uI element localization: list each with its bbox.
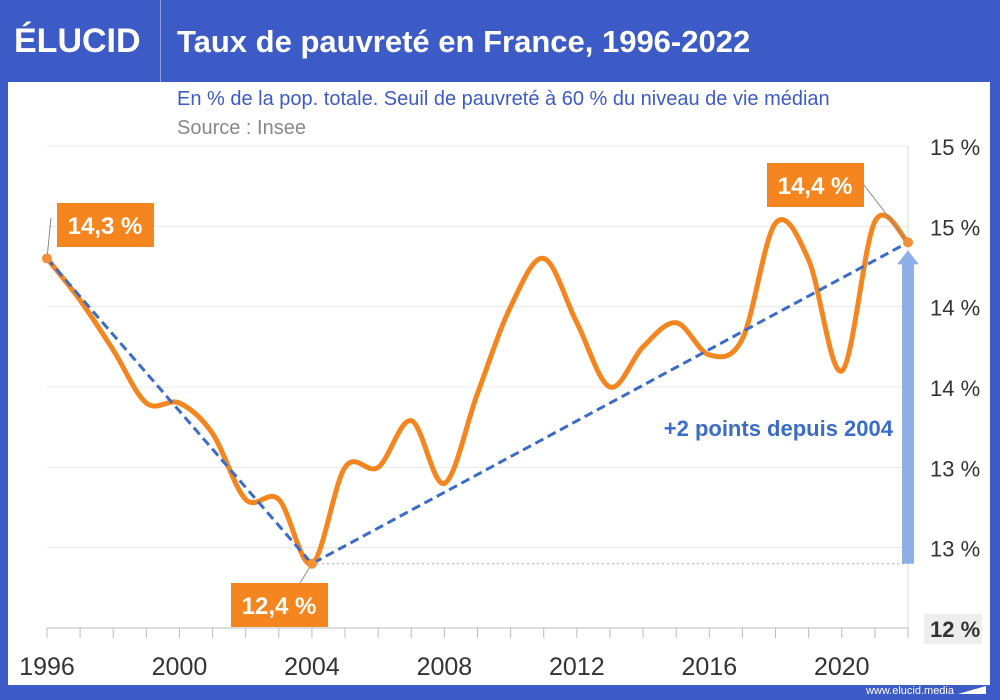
ytick-label: 15 % [930, 135, 980, 160]
footer-logo-icon [958, 686, 986, 694]
annotation-leader [46, 217, 52, 259]
data-point [42, 253, 52, 264]
xtick-label: 2020 [814, 653, 870, 681]
ytick-label-bg [924, 614, 982, 644]
annotation-label: 14,3 % [68, 213, 143, 240]
ytick-label: 14 % [930, 296, 980, 321]
xtick-label: 1996 [19, 653, 75, 681]
chart-title: Taux de pauvreté en France, 1996-2022 [177, 24, 751, 59]
ytick-label: 14 % [930, 376, 980, 401]
annotation-box [57, 203, 154, 247]
xtick-label: 2000 [152, 653, 208, 681]
chart-subtitle: En % de la pop. totale. Seuil de pauvret… [177, 88, 830, 110]
annotation-leader [863, 184, 909, 243]
logo: ÉLUCID [14, 22, 141, 60]
xtick-label: 2016 [681, 653, 737, 681]
annotation-box [231, 583, 328, 627]
data-point [306, 558, 317, 569]
annotation-box [767, 163, 864, 207]
arrow-shaft [902, 262, 914, 564]
data-point [903, 237, 913, 248]
xtick-label: 2004 [284, 653, 340, 681]
ytick-label: 13 % [930, 456, 980, 481]
header-divider [160, 0, 161, 82]
xtick-label: 2012 [549, 653, 605, 681]
ytick-label: 15 % [930, 215, 980, 240]
trend-line [45, 241, 909, 566]
arrow-head [897, 250, 919, 265]
chart-source: Source : Insee [177, 117, 306, 139]
ytick-label: 12 % [930, 617, 980, 642]
trend-annotation: +2 points depuis 2004 [664, 416, 894, 441]
annotation-label: 14,4 % [778, 173, 853, 200]
annotation-label: 12,4 % [242, 593, 317, 620]
ytick-label: 13 % [930, 537, 980, 562]
xtick-label: 2008 [417, 653, 473, 681]
header: ÉLUCID Taux de pauvreté en France, 1996-… [0, 0, 1000, 82]
footer-url[interactable]: www.elucid.media [865, 685, 954, 697]
series-line [44, 212, 911, 567]
